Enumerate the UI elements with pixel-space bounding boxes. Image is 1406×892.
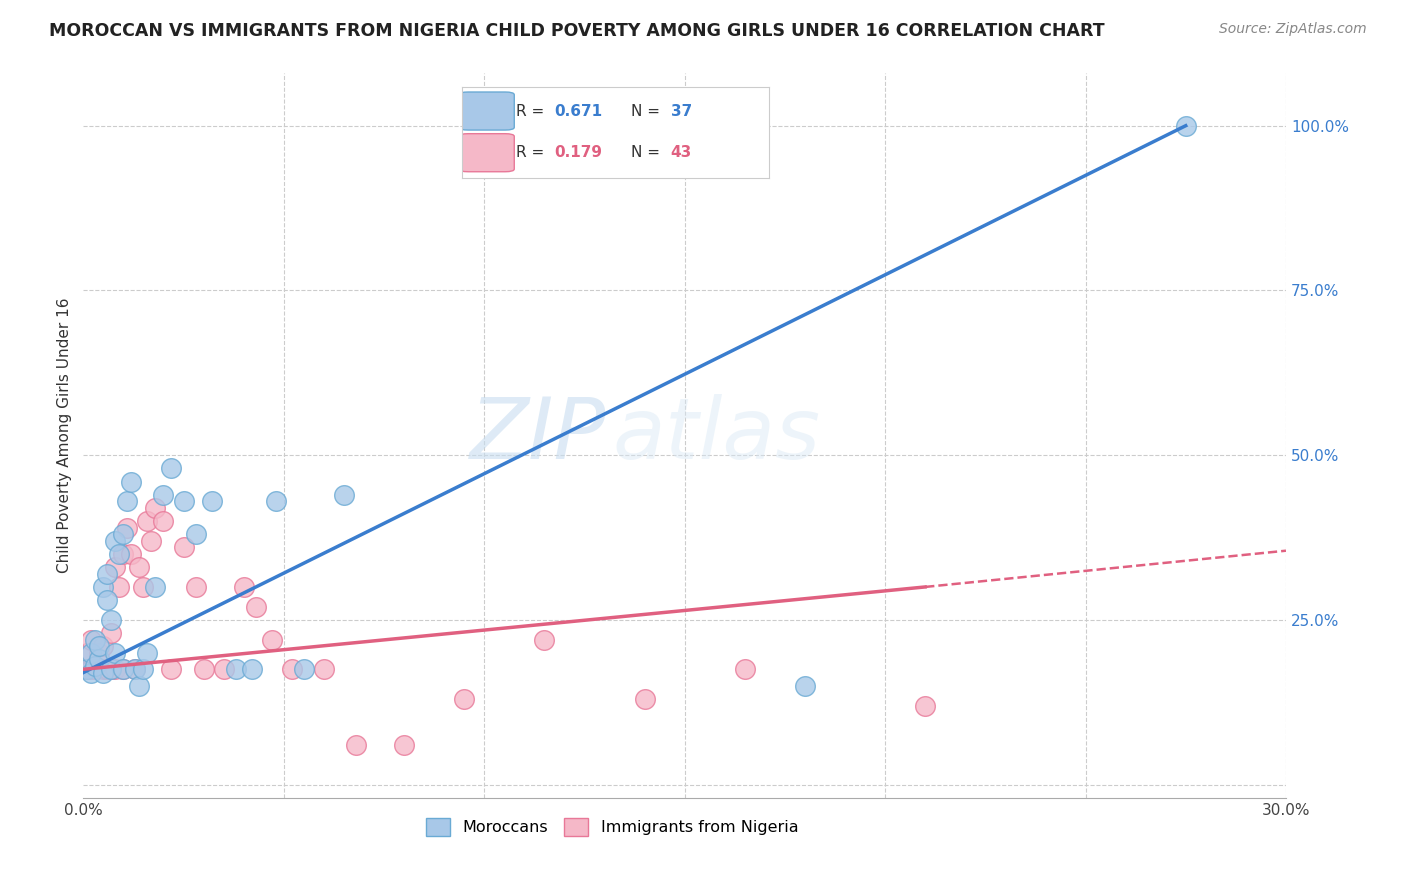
Point	[80, 662, 103, 676]
Point	[100, 662, 122, 676]
Point	[264, 494, 287, 508]
Point	[232, 580, 254, 594]
Point	[245, 599, 267, 614]
Point	[76, 646, 98, 660]
Point	[117, 494, 139, 508]
Point	[104, 646, 127, 660]
Point	[292, 662, 315, 676]
Point	[91, 639, 114, 653]
Point	[453, 692, 475, 706]
Point	[1174, 119, 1197, 133]
Point	[184, 527, 207, 541]
Point	[100, 662, 122, 676]
Point	[533, 632, 555, 647]
Point	[112, 527, 135, 541]
Point	[193, 662, 215, 676]
Point	[184, 580, 207, 594]
Point	[80, 646, 103, 660]
Point	[89, 652, 111, 666]
Point	[104, 560, 127, 574]
Point	[84, 632, 107, 647]
Point	[91, 662, 114, 676]
Point	[76, 662, 98, 676]
Point	[84, 662, 107, 676]
Point	[84, 659, 107, 673]
Text: ZIP: ZIP	[470, 394, 606, 477]
Point	[117, 521, 139, 535]
Point	[173, 541, 195, 555]
Point	[793, 679, 815, 693]
Point	[128, 560, 150, 574]
Text: atlas: atlas	[613, 394, 821, 477]
Point	[108, 547, 131, 561]
Point	[145, 580, 167, 594]
Point	[200, 494, 222, 508]
Point	[112, 662, 135, 676]
Point	[136, 514, 159, 528]
Point	[124, 662, 146, 676]
Point	[104, 533, 127, 548]
Point	[80, 632, 103, 647]
Point	[145, 500, 167, 515]
Point	[160, 461, 183, 475]
Point	[76, 662, 98, 676]
Point	[281, 662, 304, 676]
Point	[96, 593, 118, 607]
Point	[225, 662, 247, 676]
Point	[124, 662, 146, 676]
Point	[108, 580, 131, 594]
Point	[914, 698, 936, 713]
Point	[120, 547, 142, 561]
Point	[160, 662, 183, 676]
Point	[100, 626, 122, 640]
Point	[333, 488, 356, 502]
Point	[100, 613, 122, 627]
Point	[132, 580, 155, 594]
Point	[132, 662, 155, 676]
Point	[260, 632, 283, 647]
Point	[80, 665, 103, 680]
Point	[96, 662, 118, 676]
Point	[96, 566, 118, 581]
Point	[136, 646, 159, 660]
Point	[152, 514, 174, 528]
Text: Source: ZipAtlas.com: Source: ZipAtlas.com	[1219, 22, 1367, 37]
Point	[84, 659, 107, 673]
Point	[89, 646, 111, 660]
Point	[112, 547, 135, 561]
Point	[112, 662, 135, 676]
Point	[128, 679, 150, 693]
Point	[344, 738, 367, 752]
Point	[212, 662, 235, 676]
Point	[173, 494, 195, 508]
Point	[104, 662, 127, 676]
Point	[91, 580, 114, 594]
Point	[152, 488, 174, 502]
Point	[392, 738, 415, 752]
Text: MOROCCAN VS IMMIGRANTS FROM NIGERIA CHILD POVERTY AMONG GIRLS UNDER 16 CORRELATI: MOROCCAN VS IMMIGRANTS FROM NIGERIA CHIL…	[49, 22, 1105, 40]
Point	[91, 665, 114, 680]
Y-axis label: Child Poverty Among Girls Under 16: Child Poverty Among Girls Under 16	[58, 298, 72, 574]
Point	[120, 475, 142, 489]
Point	[141, 533, 163, 548]
Legend: Moroccans, Immigrants from Nigeria: Moroccans, Immigrants from Nigeria	[418, 810, 807, 844]
Point	[312, 662, 335, 676]
Point	[240, 662, 263, 676]
Point	[734, 662, 756, 676]
Point	[89, 639, 111, 653]
Point	[633, 692, 655, 706]
